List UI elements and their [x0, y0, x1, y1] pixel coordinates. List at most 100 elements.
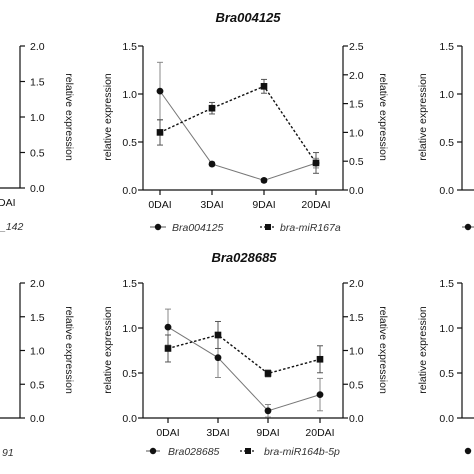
- y2-tick-label: 0.5: [30, 148, 45, 160]
- y-tick-label: 1.0: [122, 89, 137, 101]
- x-tick-fragment: DAI: [0, 197, 16, 209]
- title-bottom: Bra028685: [211, 250, 277, 265]
- y-tick-label: 0.0: [122, 413, 137, 425]
- y2-tick-label: 0.0: [30, 183, 45, 195]
- y2-tick-label: 2.0: [349, 70, 364, 82]
- y-tick-label: 0.5: [122, 137, 137, 149]
- y2-ticks: [343, 282, 348, 419]
- y2-tick-label: 1.5: [349, 99, 364, 111]
- y-tick-label: 1.5: [122, 278, 137, 290]
- series-line-bra-miR167a: [159, 85, 317, 164]
- legend-circle-marker: [149, 447, 157, 455]
- legend-circle-marker: [154, 223, 162, 231]
- data-point: [214, 331, 222, 339]
- y-axis-label: relative expression: [417, 306, 429, 394]
- panel-bottom-middle: relative expression 1.5 1.0 0.5 0.0 2.0 …: [102, 278, 389, 458]
- panel-top-left-fragment: 2.0 1.5 1.0 0.5 0.0 relative expression …: [0, 41, 75, 233]
- y2-tick-label: 1.0: [30, 112, 45, 124]
- y2-tick-label: 1.0: [349, 127, 364, 139]
- x-ticks: [167, 418, 321, 423]
- y-tick-label: 0.5: [439, 137, 454, 149]
- y2-tick-label: 2.0: [349, 278, 364, 290]
- x-ticks: [159, 190, 317, 195]
- title-top: Bra004125: [215, 10, 281, 25]
- data-point: [260, 177, 268, 184]
- legend-label: Bra028685: [168, 446, 220, 458]
- y2-tick-label: 0.5: [349, 156, 364, 168]
- data-point: [260, 83, 268, 90]
- y-axis-label: relative expression: [102, 73, 114, 161]
- panel-top-right-fragment: relative expression 1.5 1.0 0.5 0.0: [417, 41, 474, 231]
- data-point: [316, 355, 324, 363]
- y2-axis-label: relative expression: [63, 73, 75, 161]
- y2-axis-label: relative expression: [63, 306, 75, 394]
- data-point: [156, 129, 164, 136]
- data-point: [312, 159, 320, 167]
- y2-tick-label: 0.0: [349, 185, 364, 197]
- data-point: [208, 104, 216, 112]
- panel-bottom-left-fragment: 2.0 1.5 1.0 0.5 0.0 relative expression …: [0, 278, 75, 459]
- y2-tick-label: 1.5: [30, 77, 45, 89]
- legend-circle-marker: [464, 447, 472, 455]
- y-ticks: [138, 45, 143, 191]
- x-tick-label: 9DAI: [252, 199, 275, 211]
- data-point: [208, 160, 216, 168]
- y2-tick-label: 1.5: [30, 312, 45, 324]
- y2-tick-label: 2.5: [349, 41, 364, 53]
- data-point: [214, 354, 222, 362]
- legend-label: bra-miR167a: [280, 222, 341, 234]
- y-tick-label: 1.0: [439, 89, 454, 101]
- data-point: [164, 345, 172, 352]
- data-point: [156, 87, 164, 95]
- data-point: [164, 323, 172, 331]
- x-tick-label: 0DAI: [148, 199, 171, 211]
- y-tick-label: 0.0: [439, 185, 454, 197]
- legend: Bra028685 bra-miR164b-5p: [146, 446, 340, 458]
- x-tick-label: 9DAI: [256, 427, 279, 439]
- legend-square-marker: [265, 224, 271, 230]
- x-tick-label: 3DAI: [206, 427, 229, 439]
- plot-area: [164, 308, 324, 418]
- y-tick-label: 1.0: [439, 323, 454, 335]
- y-tick-label: 0.0: [122, 185, 137, 197]
- y2-axis-label: relative expression: [377, 306, 389, 394]
- y2-tick-label: 1.0: [349, 346, 364, 358]
- legend: Bra004125 bra-miR167a: [150, 222, 341, 234]
- y-tick-label: 0.0: [439, 413, 454, 425]
- y2-tick-label: 0.0: [349, 413, 364, 425]
- series-line-Bra028685: [167, 326, 321, 412]
- legend-label: Bra004125: [172, 222, 224, 234]
- y-axis-label: relative expression: [102, 306, 114, 394]
- data-point: [264, 407, 272, 415]
- y2-ticks: [343, 45, 348, 191]
- data-point: [316, 391, 324, 398]
- y-ticks: [138, 282, 143, 419]
- y2-tick-label: 0.0: [30, 413, 45, 425]
- y-tick-label: 1.5: [122, 41, 137, 53]
- y-tick-label: 1.5: [439, 41, 454, 53]
- y-tick-label: 1.0: [122, 323, 137, 335]
- y2-tick-label: 1.0: [30, 346, 45, 358]
- legend-circle-marker: [464, 223, 472, 231]
- y2-axis-label: relative expression: [377, 73, 389, 161]
- series-line-Bra004125: [159, 90, 317, 181]
- legend-fragment: _142: [0, 221, 24, 233]
- y2-tick-label: 2.0: [30, 41, 45, 53]
- series-line-bra-miR164b-5p: [167, 334, 321, 375]
- legend-label: bra-miR164b-5p: [264, 446, 340, 458]
- x-tick-label: 20DAI: [305, 427, 334, 439]
- y2-ticks: [20, 45, 25, 189]
- panel-top-middle: relative expression 1.5 1.0 0.5 0.0 2.5 …: [102, 41, 389, 234]
- y-tick-label: 0.5: [439, 368, 454, 380]
- y2-tick-label: 0.5: [349, 379, 364, 391]
- y-tick-label: 1.5: [439, 278, 454, 290]
- y-axis-label: relative expression: [417, 73, 429, 161]
- x-tick-label: 0DAI: [156, 427, 179, 439]
- y2-tick-label: 2.0: [30, 278, 45, 290]
- legend-fragment: 91: [2, 447, 14, 459]
- x-tick-label: 20DAI: [301, 199, 330, 211]
- x-tick-label: 3DAI: [200, 199, 223, 211]
- panel-bottom-right-fragment: relative expression 1.5 1.0 0.5 0.0: [417, 278, 474, 455]
- y-tick-label: 0.5: [122, 368, 137, 380]
